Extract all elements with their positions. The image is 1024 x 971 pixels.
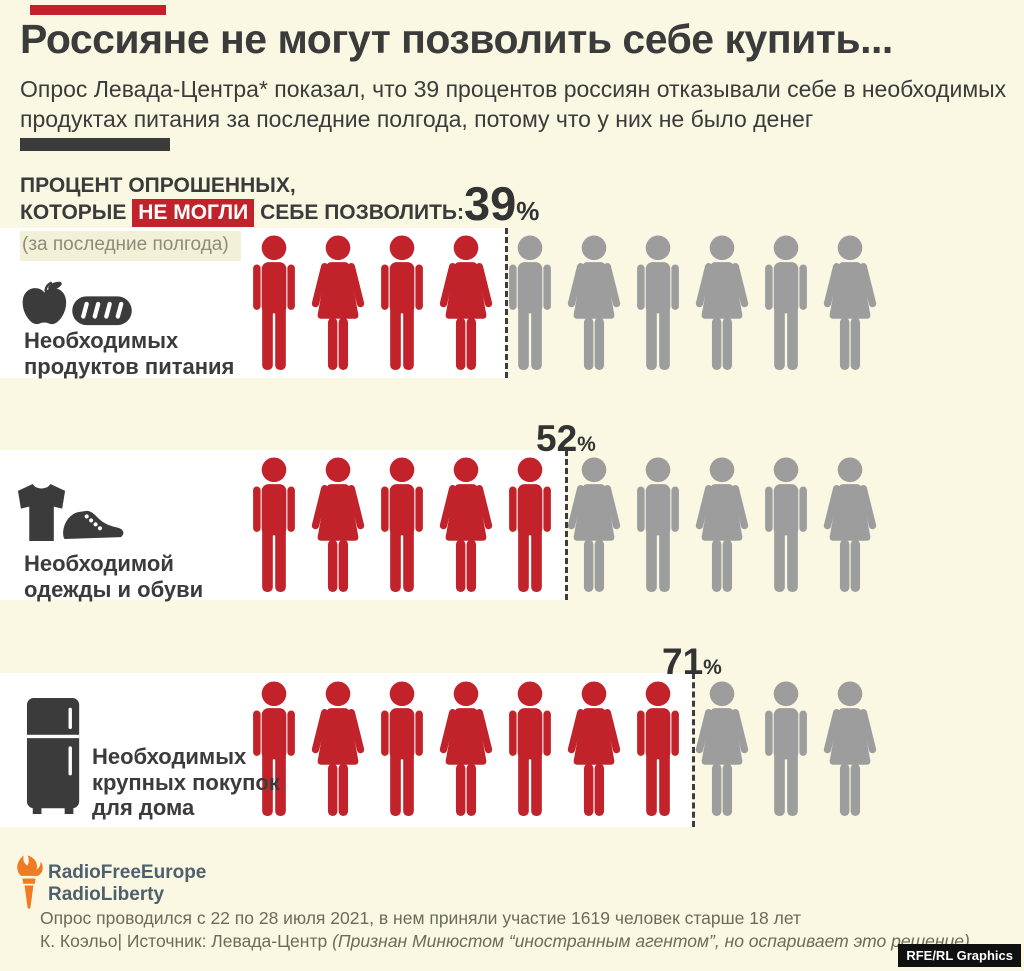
person-icon-female <box>823 681 877 817</box>
person-icon-female <box>439 235 493 371</box>
person-icon-male <box>253 235 295 371</box>
percent-marker-clothes <box>565 450 568 600</box>
page-title: Россияне не могут позволить себе купить.… <box>20 16 893 62</box>
category-label-clothes: Необходимой одежды и обуви <box>24 551 204 602</box>
person-icon-female <box>439 681 493 817</box>
fridge-icon <box>26 698 80 815</box>
legend-line2-suffix: СЕБЕ ПОЗВОЛИТЬ: <box>260 201 464 225</box>
category-label-purchases: Необходимых крупных покупок для дома <box>92 744 280 821</box>
apple-icon <box>22 288 67 325</box>
pictogram-row-purchases <box>246 680 878 818</box>
person-icon-male <box>381 681 423 817</box>
person-icon-female <box>695 457 749 593</box>
person-icon-male <box>253 681 295 817</box>
person-icon-male <box>381 235 423 371</box>
page-subtitle: Опрос Левада-Центра* показал, что 39 про… <box>20 76 1007 133</box>
percent-sign: % <box>703 656 722 679</box>
person-icon-male <box>509 457 551 593</box>
percent-value-purchases: 71% <box>662 641 722 682</box>
person-icon-male <box>509 681 551 817</box>
person-icon-female <box>695 235 749 371</box>
person-icon-male <box>637 457 679 593</box>
rferl-torch-logo <box>14 854 44 910</box>
bread-icon <box>72 296 132 326</box>
percent-value-clothes: 52% <box>536 418 596 459</box>
survey-note: Опрос проводился с 22 по 28 июля 2021, в… <box>40 908 801 928</box>
person-icon-female <box>695 681 749 817</box>
person-icon-female <box>311 457 365 593</box>
person-icon-female <box>823 235 877 371</box>
title-underline-bar <box>20 138 170 151</box>
top-accent-bar <box>30 5 166 15</box>
person-icon-female <box>567 235 621 371</box>
apple-bread-icon <box>22 281 132 326</box>
person-icon-male <box>637 235 679 371</box>
person-icon-female <box>567 457 621 593</box>
person-icon-female <box>823 457 877 593</box>
pictogram-row-clothes <box>246 456 878 594</box>
rferl-logo-text: RadioFreeEurope RadioLiberty <box>48 862 207 906</box>
category-label-food: Необходимых продуктов питания <box>24 328 235 379</box>
graphics-badge: RFE/RL Graphics <box>898 944 1021 967</box>
not-could-highlight: НЕ МОГЛИ <box>132 199 255 227</box>
percent-marker-food <box>505 228 508 378</box>
legend-line2: КОТОРЫЕ НЕ МОГЛИ СЕБЕ ПОЗВОЛИТЬ: <box>20 199 464 227</box>
pictogram-row-food <box>246 234 878 372</box>
percent-marker-purchases <box>692 673 695 827</box>
person-icon-male <box>765 235 807 371</box>
legend-line1: ПРОЦЕНТ ОПРОШЕННЫХ, <box>20 174 296 197</box>
clothes-icons <box>16 484 126 545</box>
tshirt-icon <box>17 484 66 542</box>
food-icons <box>22 280 134 328</box>
legend: ПРОЦЕНТ ОПРОШЕННЫХ, КОТОРЫЕ НЕ МОГЛИ СЕБ… <box>20 172 464 262</box>
person-icon-male <box>765 457 807 593</box>
percent-sign: % <box>516 196 540 226</box>
credit-line: К. Коэльо| Источник: Левада-Центр (Призн… <box>40 931 970 951</box>
person-icon-female <box>439 457 493 593</box>
person-icon-male <box>381 457 423 593</box>
legend-line2-prefix: КОТОРЫЕ <box>20 201 127 225</box>
person-icon-male <box>253 457 295 593</box>
person-icon-male <box>637 681 679 817</box>
shoe-icon <box>63 510 124 540</box>
person-icon-female <box>311 681 365 817</box>
percent-sign: % <box>577 433 596 456</box>
person-icon-female <box>311 235 365 371</box>
percent-value-food: 39% <box>464 177 540 230</box>
person-icon-female <box>567 681 621 817</box>
legend-note: (за последние полгода) <box>20 230 241 262</box>
tshirt-shoe-icon <box>17 484 124 542</box>
purchases-icons <box>26 698 84 816</box>
person-icon-male <box>765 681 807 817</box>
person-icon-male <box>509 235 551 371</box>
